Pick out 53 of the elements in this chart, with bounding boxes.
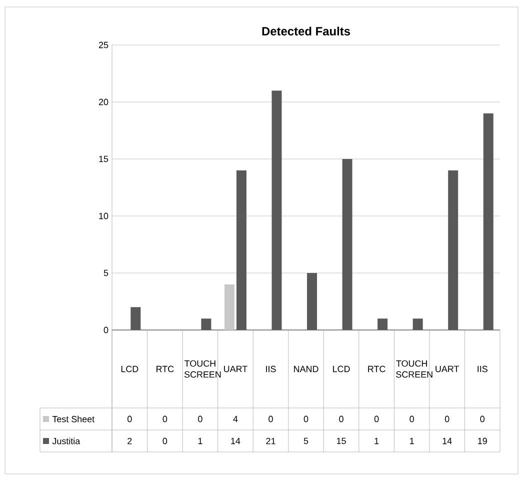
y-tick-label: 0 <box>104 326 108 334</box>
data-label: 2 <box>128 438 132 444</box>
x-tick-label: RTC <box>368 366 386 372</box>
x-tick-label: UART <box>436 366 459 372</box>
x-tick-label: LCD <box>333 366 350 372</box>
bar <box>483 113 494 330</box>
y-tick-label: 25 <box>98 42 108 48</box>
x-tick-label: IIS <box>478 366 488 372</box>
data-label: 0 <box>374 416 379 422</box>
bar <box>130 307 141 330</box>
chart-title: Detected Faults <box>262 26 350 36</box>
data-label: 4 <box>233 416 238 422</box>
legend-label: Justitia <box>52 438 80 444</box>
x-tick-label: RTC <box>156 366 174 372</box>
x-tick-label: TOUCH SCREEN <box>396 360 432 378</box>
bar <box>236 170 246 330</box>
data-label: 0 <box>198 416 202 422</box>
data-label: 5 <box>304 438 308 444</box>
data-label: 0 <box>444 416 450 422</box>
data-label: 0 <box>304 416 308 422</box>
y-tick-label: 20 <box>98 98 108 106</box>
y-tick-label: 15 <box>99 156 108 162</box>
bar <box>378 318 388 330</box>
data-label: 0 <box>339 416 344 422</box>
bar <box>307 272 318 330</box>
x-tick-label: LCD <box>121 366 138 372</box>
x-tick-label: IIS <box>266 366 276 372</box>
bar <box>412 318 423 330</box>
data-label: 1 <box>410 438 414 444</box>
data-label: 14 <box>231 438 240 444</box>
bar <box>342 158 352 330</box>
data-label: 0 <box>268 416 273 422</box>
bar <box>448 170 458 330</box>
bar <box>201 318 212 330</box>
x-tick-label: TOUCH SCREEN <box>184 360 221 378</box>
data-label: 0 <box>410 416 414 422</box>
legend-label: Test Sheet <box>52 416 94 422</box>
y-tick-label: 10 <box>99 212 108 220</box>
data-label: 0 <box>162 438 168 444</box>
x-tick-label: NAND <box>294 366 318 372</box>
data-label: 1 <box>374 438 379 444</box>
bar <box>272 90 282 330</box>
data-label: 21 <box>266 438 276 444</box>
y-tick-label: 5 <box>104 270 108 276</box>
data-label: 0 <box>127 416 132 422</box>
data-label: 0 <box>480 416 485 422</box>
bar <box>224 284 234 330</box>
data-label: 15 <box>336 438 346 444</box>
data-label: 1 <box>198 438 202 444</box>
data-label: 14 <box>442 438 452 444</box>
data-label: 19 <box>478 438 487 444</box>
data-label: 0 <box>162 416 168 422</box>
x-tick-label: UART <box>224 366 248 372</box>
